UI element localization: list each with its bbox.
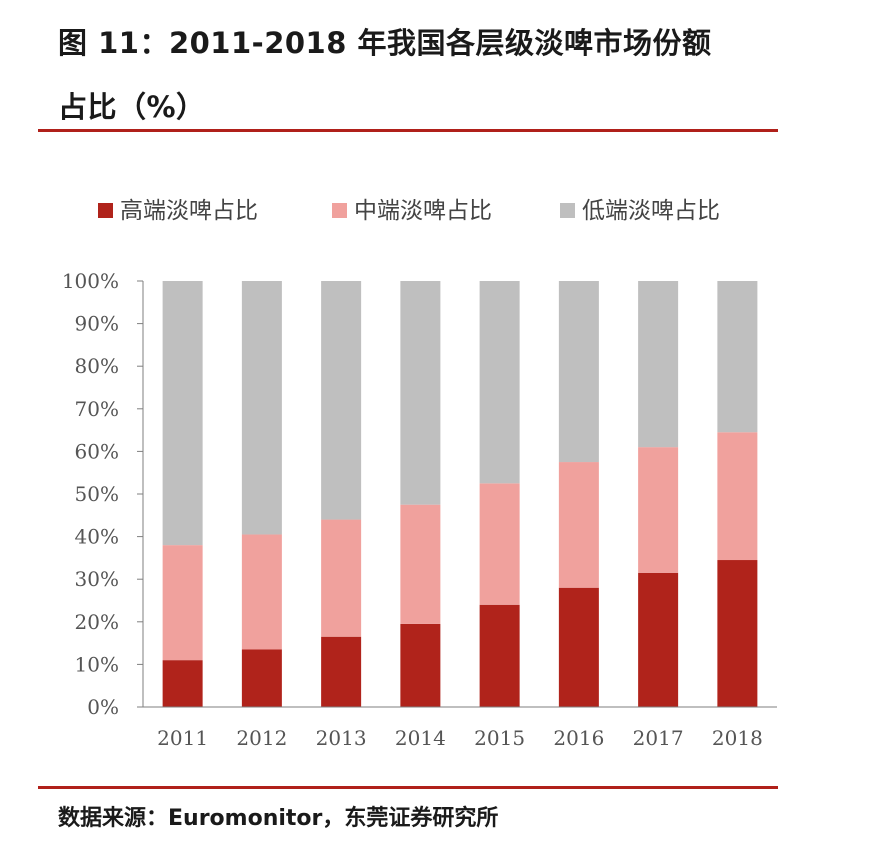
y-tick-label: 40% <box>75 525 119 549</box>
legend-item: 中端淡啤占比 <box>332 198 492 224</box>
legend-swatch <box>332 203 347 218</box>
legend-item: 高端淡啤占比 <box>98 198 258 224</box>
bar-segment <box>241 281 282 535</box>
bar-stack <box>400 281 441 707</box>
x-tick-label: 2018 <box>712 726 763 750</box>
bars <box>162 281 758 707</box>
source-divider <box>38 786 778 789</box>
x-tick-label: 2012 <box>236 726 287 750</box>
x-axis: 2011 2012 2013 2014 2015 2016 2017 2018 <box>143 706 777 750</box>
bar-segment <box>558 462 599 588</box>
x-tick-label: 2011 <box>157 726 208 750</box>
y-tick-label: 10% <box>75 652 119 676</box>
bar-segment <box>162 660 203 707</box>
y-tick-label: 0% <box>87 695 119 719</box>
bar-segment <box>162 281 203 546</box>
bar-segment <box>479 483 520 605</box>
bar-segment <box>638 447 679 573</box>
y-tick-label: 20% <box>75 610 119 634</box>
x-tick-label: 2013 <box>316 726 367 750</box>
bar-segment <box>321 636 362 707</box>
y-tick-label: 50% <box>75 482 119 506</box>
bar-segment <box>321 281 362 520</box>
bar-segment <box>717 281 758 433</box>
bar-segment <box>479 604 520 707</box>
bar-stack <box>638 281 679 707</box>
chart-title-line-1: 图 11：2011-2018 年我国各层级淡啤市场份额 <box>58 26 712 60</box>
bar-segment <box>717 560 758 707</box>
y-axis: 0% 10% 20% 30% 40% 50% 60% 70% 80% 90% 100% <box>62 269 144 719</box>
bar-segment <box>400 504 441 624</box>
y-tick-label: 70% <box>75 397 119 421</box>
bar-stack <box>241 281 282 707</box>
y-tick-label: 100% <box>62 269 119 293</box>
y-tick-label: 30% <box>75 567 119 591</box>
bar-segment <box>638 572 679 707</box>
bar-stack <box>162 281 203 707</box>
bar-segment <box>321 519 362 637</box>
bar-stack <box>479 281 520 707</box>
x-tick-label: 2016 <box>553 726 604 750</box>
bar-segment <box>241 534 282 650</box>
bar-segment <box>400 623 441 707</box>
y-tick-label: 60% <box>75 439 119 463</box>
x-tick-label: 2015 <box>474 726 525 750</box>
legend-label: 中端淡啤占比 <box>354 198 492 224</box>
bar-stack <box>717 281 758 707</box>
bar-segment <box>717 432 758 561</box>
legend-item: 低端淡啤占比 <box>560 198 720 224</box>
stacked-bar-chart: 高端淡啤占比 中端淡啤占比 低端淡啤占比 0% 10% 20% 30% 40% 50% 60% 7… <box>62 198 777 750</box>
bar-stack <box>558 281 599 707</box>
bar-stack <box>321 281 362 707</box>
legend: 高端淡啤占比 中端淡啤占比 低端淡啤占比 <box>98 198 720 224</box>
legend-swatch <box>560 203 575 218</box>
x-tick-label: 2017 <box>633 726 684 750</box>
legend-swatch <box>98 203 113 218</box>
bar-segment <box>638 281 679 448</box>
bar-segment <box>162 545 203 661</box>
bar-segment <box>400 281 441 505</box>
legend-label: 低端淡啤占比 <box>582 198 720 224</box>
bar-segment <box>479 281 520 484</box>
y-tick-label: 90% <box>75 312 119 336</box>
chart-title-line-2: 占比（%） <box>58 90 206 124</box>
y-tick-label: 80% <box>75 354 119 378</box>
source-note: 数据来源：Euromonitor，东莞证券研究所 <box>58 806 499 831</box>
bar-segment <box>558 281 599 463</box>
x-tick-label: 2014 <box>395 726 446 750</box>
legend-label: 高端淡啤占比 <box>120 198 258 224</box>
bar-segment <box>558 587 599 707</box>
title-divider <box>38 129 778 132</box>
bar-segment <box>241 649 282 707</box>
